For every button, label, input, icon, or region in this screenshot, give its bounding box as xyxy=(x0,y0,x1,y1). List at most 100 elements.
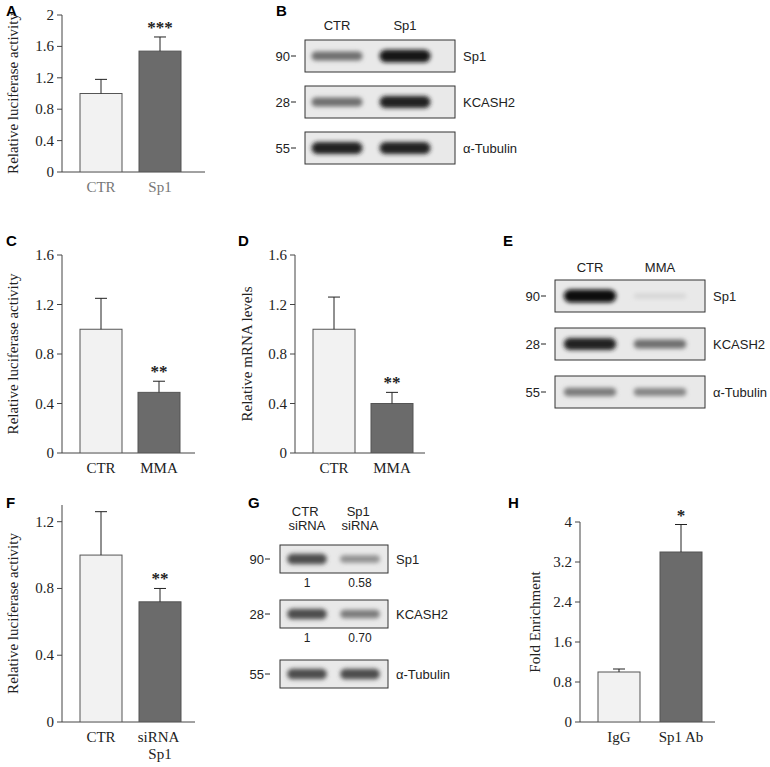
x-tick-label: IgG xyxy=(607,729,630,745)
blot-frame xyxy=(280,545,388,573)
panel-letter: E xyxy=(503,232,513,249)
quantification: 1 xyxy=(304,576,311,590)
lane-label: CTR xyxy=(324,18,351,33)
y-tick-label: 0 xyxy=(47,445,55,461)
quantification: 0.70 xyxy=(348,631,372,645)
bar xyxy=(313,329,355,453)
mw-label: 90 xyxy=(276,49,290,64)
y-tick xyxy=(290,453,295,454)
y-tick-label: 0 xyxy=(47,714,55,730)
lane-label-line: Sp1 xyxy=(347,504,374,519)
y-tick xyxy=(57,77,62,78)
blot-panel: BCTRSp190Sp128KCASH255α-Tubulin xyxy=(276,2,517,164)
panel-letter: B xyxy=(276,2,287,19)
significance: ** xyxy=(384,373,401,392)
mw-dash xyxy=(291,148,296,149)
y-tick xyxy=(57,588,62,589)
error-stem xyxy=(160,37,161,51)
band xyxy=(634,388,687,396)
mw-label: 55 xyxy=(276,141,290,156)
band xyxy=(340,669,380,679)
y-tick-label: 3.2 xyxy=(553,554,572,570)
x-tick-label-line: Sp1 xyxy=(148,746,171,762)
error-bar xyxy=(95,298,107,329)
y-tick xyxy=(57,655,62,656)
x-tick-label: CTR xyxy=(319,460,348,476)
y-tick-label: 1.2 xyxy=(268,297,287,313)
quantification: 0.58 xyxy=(348,576,372,590)
band-label: KCASH2 xyxy=(463,95,515,110)
error-stem xyxy=(681,525,682,553)
x-tick-label: Sp1 Ab xyxy=(659,729,704,745)
error-stem xyxy=(334,297,335,329)
error-stem xyxy=(101,79,102,93)
mw-label: 90 xyxy=(526,289,540,304)
quantification: 1 xyxy=(304,631,311,645)
y-tick xyxy=(575,682,580,683)
y-tick xyxy=(57,109,62,110)
y-tick xyxy=(57,15,62,16)
blot-frame xyxy=(305,86,455,118)
band xyxy=(564,290,617,303)
bar xyxy=(80,94,122,173)
y-tick-label: 0 xyxy=(565,714,573,730)
band-label: Sp1 xyxy=(463,49,486,64)
band xyxy=(564,338,617,350)
bar-panel: D00.40.81.21.6Relative mRNA levelsCTRMMA… xyxy=(238,232,425,476)
blot-frame xyxy=(280,600,388,628)
y-tick-label: 1.2 xyxy=(35,297,54,313)
band xyxy=(634,340,687,349)
error-bar xyxy=(613,669,625,672)
panel-letter: C xyxy=(6,232,17,249)
error-stem xyxy=(392,392,393,403)
y-tick-label: 0 xyxy=(47,164,55,180)
mw-label: 28 xyxy=(276,95,290,110)
band xyxy=(634,294,687,299)
y-tick-label: 0.4 xyxy=(268,396,287,412)
x-tick-label: siRNA Sp1 xyxy=(138,729,183,762)
blot-frame xyxy=(555,280,705,312)
band-label: α-Tubulin xyxy=(713,385,767,400)
band-label: α-Tubulin xyxy=(396,667,450,682)
y-axis-label: Relative luciferase activity xyxy=(5,533,21,694)
y-axis xyxy=(580,522,581,722)
mw-dash xyxy=(541,296,546,297)
mw-dash xyxy=(265,674,270,675)
band xyxy=(564,388,617,397)
y-axis-label: Fold Enrichment xyxy=(527,571,543,673)
y-tick xyxy=(575,642,580,643)
x-tick-label: CTR xyxy=(86,179,115,195)
y-tick-label: 2 xyxy=(47,7,55,23)
mw-dash xyxy=(265,614,270,615)
y-tick xyxy=(57,354,62,355)
error-stem xyxy=(101,298,102,329)
band xyxy=(287,669,327,679)
band xyxy=(340,555,380,563)
mw-dash xyxy=(541,392,546,393)
lane-label-line: CTR xyxy=(292,504,322,519)
y-tick-label: 0.8 xyxy=(35,101,54,117)
error-cap xyxy=(95,511,107,512)
bar xyxy=(660,552,702,722)
mw-label: 28 xyxy=(250,607,264,622)
error-bar xyxy=(328,297,340,329)
error-bar xyxy=(154,37,166,51)
error-cap xyxy=(95,79,107,80)
y-tick-label: 2.4 xyxy=(553,594,572,610)
y-axis-label: Relative luciferase activity xyxy=(5,13,21,174)
lane-label-line: siRNA xyxy=(289,518,326,533)
y-tick-label: 1.6 xyxy=(35,38,54,54)
mw-dash xyxy=(291,102,296,103)
bar-panel: H00.81.62.43.24Fold EnrichmentIgGSp1 Ab* xyxy=(508,494,715,745)
y-tick-label: 0.4 xyxy=(35,396,54,412)
y-tick-label: 1.6 xyxy=(35,247,54,263)
marks xyxy=(80,298,180,453)
y-axis-label: Relative mRNA levels xyxy=(239,286,255,421)
bar xyxy=(139,602,181,722)
x-tick-label: CTR xyxy=(86,729,115,745)
x-tick-label: CTR xyxy=(86,460,115,476)
y-tick xyxy=(57,172,62,173)
bar xyxy=(139,51,181,172)
lane-label-line: siRNA xyxy=(342,518,379,533)
y-tick xyxy=(290,304,295,305)
